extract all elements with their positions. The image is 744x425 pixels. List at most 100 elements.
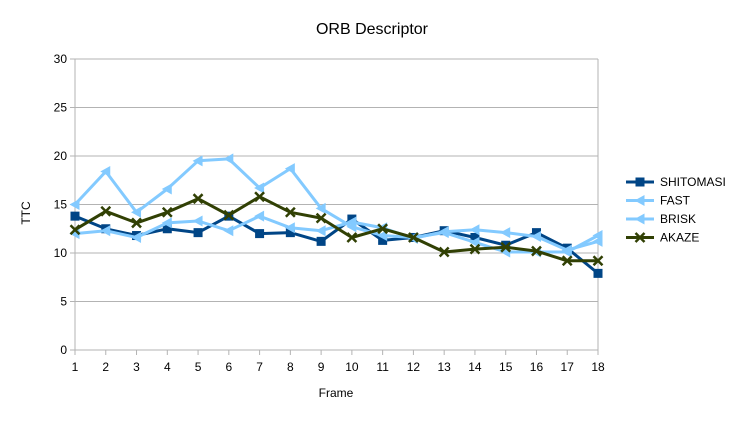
data-point-brisk — [131, 206, 142, 218]
y-tick-label: 20 — [54, 149, 68, 163]
legend-swatch-marker — [634, 232, 646, 243]
x-tick-label: 15 — [499, 360, 513, 374]
data-point-fast — [254, 210, 265, 222]
legend-label: SHITOMASI — [660, 175, 726, 189]
legend-item-fast: FAST — [626, 194, 691, 208]
data-point-akaze — [561, 255, 573, 267]
y-tick-label: 25 — [54, 101, 68, 115]
x-tick-label: 16 — [530, 360, 544, 374]
x-tick-label: 6 — [225, 360, 232, 374]
x-tick-label: 10 — [345, 360, 359, 374]
legend-item-akaze: AKAZE — [626, 231, 699, 245]
y-axis-label: TTC — [19, 201, 33, 225]
data-point-akaze — [315, 212, 327, 224]
data-point-akaze — [192, 193, 204, 205]
data-point-akaze — [592, 255, 604, 267]
data-point-shitomasi — [501, 240, 511, 250]
legend: SHITOMASI FAST BRISK AKAZE — [626, 175, 726, 245]
data-point-shitomasi — [162, 224, 172, 234]
data-point-fast — [100, 225, 111, 237]
data-point-akaze — [161, 206, 173, 218]
data-point-brisk — [69, 199, 80, 210]
data-point-shitomasi — [470, 232, 480, 242]
x-tick-label: 8 — [287, 360, 294, 374]
data-point-shitomasi — [378, 235, 388, 245]
x-tick-label: 9 — [318, 360, 325, 374]
series-brisk — [69, 153, 603, 258]
legend-swatch-marker — [634, 195, 645, 206]
data-point-shitomasi — [285, 228, 295, 238]
series-line-akaze — [74, 195, 598, 263]
data-point-akaze — [377, 223, 389, 235]
x-tick-label: 2 — [102, 360, 109, 374]
data-point-fast — [315, 225, 326, 237]
legend-swatch-marker — [635, 177, 645, 187]
data-point-brisk — [223, 153, 234, 165]
data-point-brisk — [100, 166, 111, 178]
data-point-akaze — [131, 217, 142, 229]
series-akaze — [69, 191, 604, 267]
x-tick-label: 11 — [376, 360, 389, 374]
series-line-brisk — [73, 157, 599, 254]
data-point-shitomasi — [70, 211, 80, 221]
data-point-shitomasi — [316, 236, 326, 246]
y-tick-label: 5 — [60, 295, 67, 309]
data-point-fast — [284, 222, 295, 234]
data-point-fast — [131, 231, 142, 243]
legend-label: FAST — [660, 194, 691, 208]
x-tick-label: 4 — [164, 360, 171, 374]
x-tick-label: 13 — [437, 360, 451, 374]
data-point-fast — [223, 225, 234, 237]
data-point-akaze — [531, 245, 542, 257]
data-point-brisk — [438, 227, 449, 239]
x-axis-label: Frame — [319, 386, 354, 400]
legend-swatch-marker — [634, 213, 645, 225]
y-tick-label: 15 — [54, 198, 68, 212]
data-point-fast — [530, 231, 541, 243]
data-point-akaze — [284, 206, 296, 218]
x-tick-label: 7 — [256, 360, 263, 374]
series-shitomasi — [70, 211, 603, 278]
data-point-brisk — [192, 155, 203, 167]
data-point-shitomasi — [255, 229, 265, 239]
data-point-fast — [161, 217, 172, 229]
legend-label: AKAZE — [660, 231, 699, 245]
data-point-brisk — [254, 182, 265, 194]
x-tick-label: 1 — [72, 360, 79, 374]
y-tick-label: 10 — [54, 246, 68, 260]
data-point-akaze — [223, 209, 235, 221]
data-point-brisk — [284, 163, 295, 175]
x-tick-label: 17 — [561, 360, 575, 374]
data-point-akaze — [254, 191, 265, 203]
series-line-shitomasi — [74, 214, 599, 275]
data-point-akaze — [100, 205, 112, 217]
series-layer — [69, 153, 604, 278]
x-tick-label: 14 — [468, 360, 482, 374]
data-point-brisk — [561, 246, 572, 258]
data-point-brisk — [315, 202, 326, 214]
legend-item-brisk: BRISK — [626, 212, 696, 226]
data-point-akaze — [69, 224, 81, 236]
chart-title: ORB Descriptor — [316, 21, 429, 38]
data-point-brisk — [469, 236, 480, 248]
legend-item-shitomasi: SHITOMASI — [626, 175, 726, 189]
data-point-shitomasi — [531, 228, 541, 238]
gridlines — [75, 58, 599, 351]
data-point-akaze — [469, 243, 481, 255]
data-point-fast — [500, 227, 511, 239]
data-point-shitomasi — [193, 228, 203, 238]
data-point-akaze — [438, 246, 450, 258]
data-point-brisk — [377, 230, 388, 242]
data-point-fast — [469, 224, 480, 236]
data-point-fast — [192, 215, 203, 227]
data-point-shitomasi — [593, 268, 603, 278]
data-point-brisk — [161, 183, 172, 195]
data-point-brisk — [346, 221, 357, 233]
x-tick-label: 12 — [407, 360, 421, 374]
data-point-brisk — [592, 230, 603, 242]
legend-label: BRISK — [660, 212, 696, 226]
data-point-akaze — [408, 232, 419, 243]
y-tick-label: 0 — [60, 343, 67, 357]
